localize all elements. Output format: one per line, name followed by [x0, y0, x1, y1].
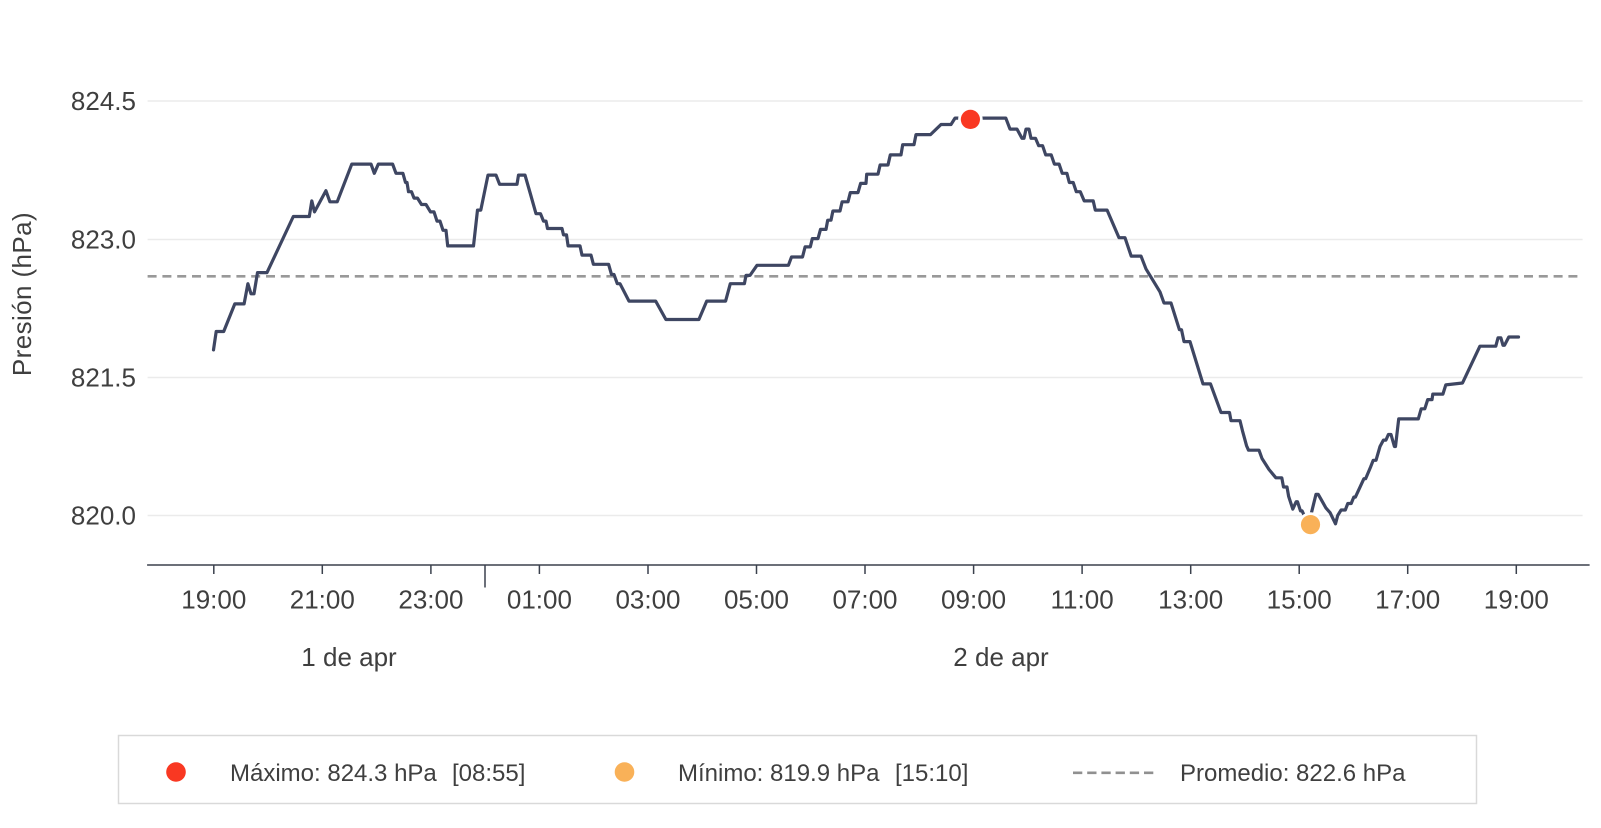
svg-text:Presión (hPa): Presión (hPa): [7, 212, 37, 376]
svg-text:09:00: 09:00: [941, 585, 1006, 615]
svg-text:1 de apr: 1 de apr: [301, 642, 397, 672]
svg-text:2 de apr: 2 de apr: [953, 642, 1049, 672]
svg-text:[08:55]: [08:55]: [452, 760, 525, 787]
svg-text:23:00: 23:00: [398, 585, 463, 615]
svg-text:11:00: 11:00: [1051, 585, 1114, 615]
svg-text:[15:10]: [15:10]: [895, 760, 968, 787]
svg-text:824.5: 824.5: [71, 86, 136, 116]
svg-text:Mínimo: 819.9 hPa: Mínimo: 819.9 hPa: [678, 760, 880, 787]
svg-text:13:00: 13:00: [1158, 585, 1223, 615]
svg-text:19:00: 19:00: [181, 585, 246, 615]
svg-text:01:00: 01:00: [507, 585, 572, 615]
svg-text:820.0: 820.0: [71, 501, 136, 531]
svg-text:03:00: 03:00: [615, 585, 680, 615]
svg-text:Máximo: 824.3 hPa: Máximo: 824.3 hPa: [230, 760, 437, 787]
svg-text:15:00: 15:00: [1267, 585, 1332, 615]
svg-text:21:00: 21:00: [290, 585, 355, 615]
svg-text:821.5: 821.5: [71, 363, 136, 393]
svg-text:05:00: 05:00: [724, 585, 789, 615]
svg-text:19:00: 19:00: [1484, 585, 1549, 615]
svg-text:823.0: 823.0: [71, 225, 136, 255]
svg-text:07:00: 07:00: [832, 585, 897, 615]
svg-text:17:00: 17:00: [1375, 585, 1440, 615]
svg-text:Promedio: 822.6 hPa: Promedio: 822.6 hPa: [1180, 760, 1406, 787]
